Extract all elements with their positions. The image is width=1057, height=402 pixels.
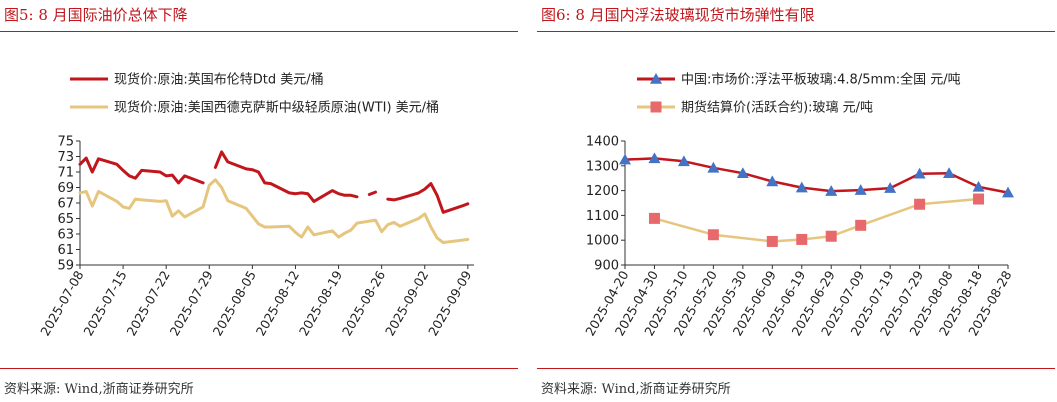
figure-title: 图5: 8 月国际油价总体下降 [4,6,188,24]
data-point [884,182,897,193]
y-tick-label: 71 [57,166,74,181]
data-point [795,181,808,193]
legend-label: 现货价:原油:英国布伦特Dtd 美元/桶 [114,72,324,88]
legend-marker [650,101,662,113]
source-divider [537,368,1055,369]
legend-label: 期货结算价(活跃合约):玻璃 元/吨 [681,100,873,116]
y-tick-label: 1400 [586,135,619,150]
title-divider [537,31,1055,32]
data-point [707,229,719,241]
data-point [854,184,867,195]
source-note: 资料来源: Wind,浙商证券研究所 [541,382,731,397]
data-point [825,230,837,242]
data-point [1002,186,1014,198]
y-tick-label: 67 [57,197,74,212]
y-tick-label: 900 [594,259,619,274]
series-line [653,197,980,243]
data-point [766,175,779,187]
x-tick-label: 2025-07-15 [80,268,129,338]
series-line [623,157,1010,194]
oil-price-chart: 5961636567697173752025-07-082025-07-1520… [37,72,474,339]
glass-price-panel: 图6: 8 月国内浮法玻璃现货市场弹性有限 900 1000 1100 1200 130… [537,0,1057,402]
data-point [766,235,778,247]
data-point [796,233,808,245]
y-tick-label: 63 [57,228,74,243]
data-point [913,167,926,179]
x-tick-label: 2025-07-22 [123,268,172,338]
source-divider [0,368,518,369]
x-tick-label: 2025-08-05 [210,268,259,338]
y-tick-label: 1300 [586,159,619,174]
x-tick-label: 2025-08-12 [253,268,302,338]
data-point [972,180,985,192]
legend-marker [650,73,662,84]
legend-label: 现货价:原油:美国西德克萨斯中级轻质原油(WTI) 美元/桶 [114,100,439,116]
glass-price-chart: 900100011001200130014002025-04-202025-04… [582,72,1014,339]
figure-title: 图6: 8 月国内浮法玻璃现货市场弹性有限 [541,6,815,24]
x-tick-label: 2025-09-02 [382,268,431,338]
y-tick-label: 61 [57,243,74,258]
data-point [973,193,985,205]
y-tick-label: 1000 [586,234,619,249]
y-tick-label: 73 [57,150,74,165]
source-note: 资料来源: Wind,浙商证券研究所 [4,382,194,397]
x-tick-label: 2025-09-09 [425,268,474,338]
data-point [943,167,956,179]
data-point [677,155,690,167]
x-tick-label: 2025-07-29 [167,268,216,338]
series-line [78,178,470,244]
data-point [648,152,661,164]
legend-label: 中国:市场价:浮法平板玻璃:4.8/5mm:全国 元/吨 [681,72,961,88]
series-line [213,150,359,203]
y-tick-label: 69 [57,181,74,196]
y-tick-label: 1100 [586,209,619,224]
oil-price-panel: 图5: 8 月国际油价总体下降 59 61 63 65 67 69 71 73 75 2025-0… [0,0,520,402]
data-point [825,185,838,196]
data-point [619,153,631,165]
y-tick-label: 1200 [586,184,619,199]
y-tick-label: 59 [57,259,74,274]
title-divider [0,31,518,32]
data-point [914,198,926,210]
series-line [78,156,205,185]
x-tick-label: 2025-08-26 [339,268,388,338]
y-tick-label: 75 [57,135,74,150]
data-point [855,219,867,231]
data-point [707,161,720,173]
x-tick-label: 2025-07-08 [37,268,86,338]
x-tick-label: 2025-08-19 [296,268,345,338]
data-point [736,167,749,179]
series-line [367,190,377,196]
data-point [648,212,660,224]
y-tick-label: 65 [57,212,74,227]
series-line [386,182,470,214]
